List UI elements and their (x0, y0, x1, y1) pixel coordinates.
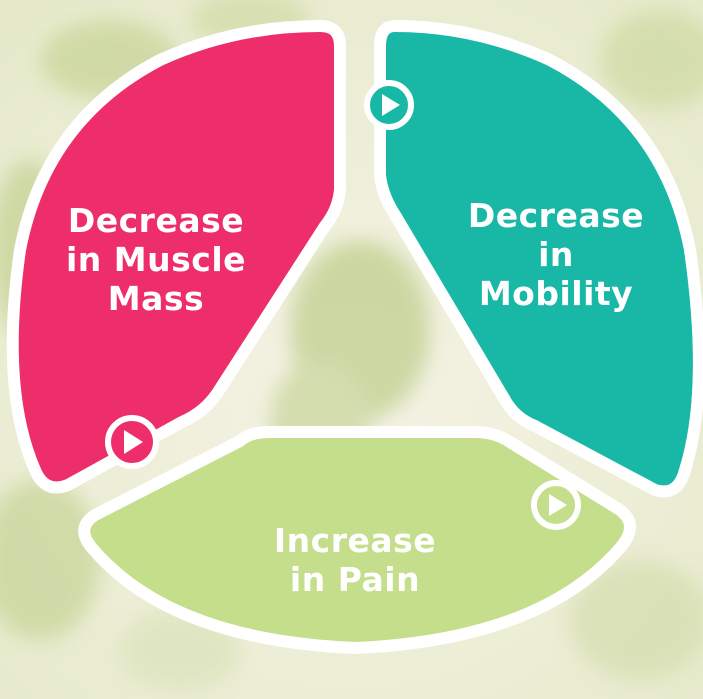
arrow-badge-muscle-icon (105, 415, 159, 469)
label-line: Mobility (478, 273, 634, 313)
segment-mobility (374, 20, 703, 498)
label-line: Decrease (467, 196, 645, 235)
label-muscle-mass: Decrease in Muscle Mass (42, 201, 270, 319)
segment-pain (78, 426, 636, 654)
label-line: Decrease (67, 201, 245, 240)
arrow-badge-mobility-icon (364, 80, 414, 130)
label-line: Mass (107, 278, 205, 318)
label-line: in Muscle (65, 239, 247, 279)
label-pain: Increase in Pain (260, 521, 450, 600)
label-line: Increase (273, 521, 437, 560)
arrow-badge-pain-icon (531, 480, 581, 530)
label-line: in (538, 234, 574, 274)
label-line: in Pain (289, 559, 421, 599)
segment-muscle-mass (6, 20, 346, 494)
label-mobility: Decrease in Mobility (446, 196, 666, 314)
